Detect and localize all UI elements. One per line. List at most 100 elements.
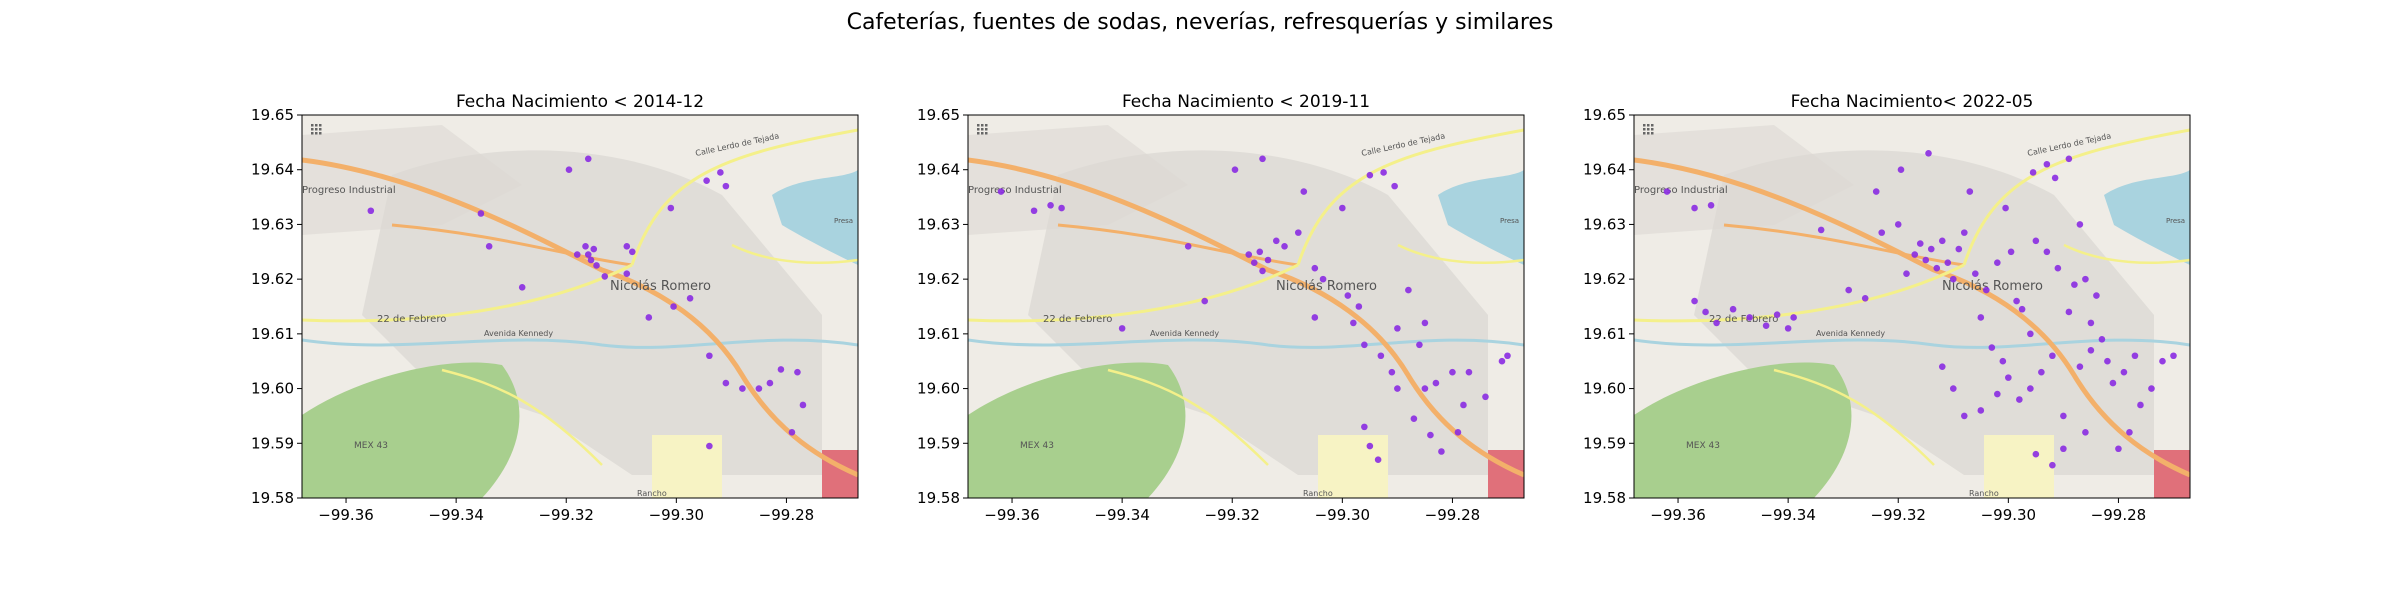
data-point <box>2082 429 2089 436</box>
data-point <box>2093 292 2100 299</box>
label-nicolas-romero: Nicolás Romero <box>610 279 711 294</box>
data-point <box>2131 352 2139 360</box>
data-point <box>2060 412 2067 420</box>
x-tick-label: −99.36 <box>1650 506 1706 524</box>
label-rancho: Rancho <box>1303 489 1333 498</box>
axes-frame <box>967 114 1525 499</box>
x-tick-label: −99.34 <box>1094 506 1150 524</box>
data-point <box>1977 314 1985 321</box>
data-point <box>587 256 595 264</box>
data-point <box>1872 188 1880 195</box>
data-point <box>582 243 589 250</box>
y-tick-label: 19.58 <box>917 489 960 507</box>
data-point <box>1281 243 1288 250</box>
data-point <box>1350 319 1357 327</box>
highway <box>968 157 1524 478</box>
data-point <box>1311 314 1319 321</box>
data-point <box>2038 368 2045 376</box>
x-tick-label: −99.36 <box>318 506 374 524</box>
data-point <box>1911 251 1919 258</box>
data-point <box>1938 363 1946 370</box>
y-tick-label: 19.63 <box>251 215 294 233</box>
urban-area <box>1694 150 2154 475</box>
x-tick-label: −99.28 <box>759 506 815 524</box>
label-presa: Presa <box>1500 217 1519 225</box>
label-progreso: Progreso Industrial <box>1634 185 1728 196</box>
data-point <box>1118 325 1126 332</box>
data-point <box>1432 379 1440 387</box>
data-point <box>2076 363 2084 370</box>
label-rancho: Rancho <box>1969 489 1999 498</box>
y-tick-label: 19.65 <box>1583 106 1626 124</box>
label-progreso: Progreso Industrial <box>302 185 396 196</box>
data-point <box>777 366 785 373</box>
data-point <box>1344 292 1352 299</box>
data-point <box>1361 423 1368 431</box>
data-point <box>2013 297 2020 305</box>
data-point <box>1250 259 1258 267</box>
urban-area <box>362 150 822 475</box>
data-point <box>1438 448 1445 455</box>
open-area <box>1318 435 1388 498</box>
data-point <box>2018 305 2026 313</box>
data-point <box>722 182 730 190</box>
data-point <box>1713 319 1720 327</box>
urban-area <box>1028 150 1488 475</box>
data-point <box>2076 221 2084 228</box>
y-tick-label: 19.64 <box>251 161 294 179</box>
road-east <box>731 243 858 265</box>
panel-1-title: Fecha Nacimiento < 2014-12 <box>455 92 705 112</box>
data-point <box>1410 415 1418 422</box>
data-point <box>2115 445 2122 453</box>
x-tick-label: −99.32 <box>1204 506 1260 524</box>
data-point <box>1949 275 1957 283</box>
data-point <box>2109 379 2117 387</box>
data-point <box>1366 171 1374 179</box>
y-tick-label: 19.65 <box>251 106 294 124</box>
y-tick-label: 19.61 <box>1583 325 1626 343</box>
data-point <box>1897 166 1905 174</box>
y-tick-label: 19.63 <box>917 215 960 233</box>
y-tick-label: 19.60 <box>1583 380 1626 398</box>
y-tick-label: 19.64 <box>1583 161 1626 179</box>
data-point <box>667 204 675 212</box>
data-point <box>593 262 600 269</box>
data-point <box>703 177 710 184</box>
data-point <box>1201 297 1209 305</box>
x-tick-label: −99.30 <box>1315 506 1371 524</box>
data-point <box>1259 155 1266 163</box>
data-point <box>2137 401 2144 409</box>
y-tick-label: 19.60 <box>251 380 294 398</box>
panel-2-title: Fecha Nacimiento < 2019-11 <box>1121 92 1371 112</box>
basemap: Progreso Industrial Nicolás Romero 22 de F… <box>302 115 858 498</box>
data-point <box>2104 357 2111 365</box>
data-point <box>2027 385 2034 392</box>
data-point <box>2032 450 2040 458</box>
data-point <box>2060 445 2067 453</box>
data-point <box>1259 267 1266 275</box>
scatter-points <box>1663 150 2177 469</box>
data-point <box>2054 264 2062 272</box>
data-point <box>1361 341 1368 349</box>
road-south <box>1773 368 1935 466</box>
data-point <box>573 251 581 258</box>
scatter-points <box>997 155 1511 464</box>
label-presa: Presa <box>834 217 853 225</box>
y-tick-label: 19.59 <box>1583 434 1626 452</box>
x-tick-label: −99.34 <box>1760 506 1816 524</box>
label-avenida: Avenida Kennedy <box>1816 329 1885 338</box>
reservoir <box>2104 170 2190 265</box>
data-point <box>1311 264 1319 272</box>
label-avenida: Avenida Kennedy <box>484 329 553 338</box>
data-point <box>1994 390 2001 398</box>
data-point <box>2027 330 2034 338</box>
road-west <box>1634 263 1965 323</box>
data-point <box>1938 237 1946 245</box>
data-point <box>1762 322 1770 329</box>
data-point <box>2170 352 2177 360</box>
y-tick-label: 19.62 <box>251 270 294 288</box>
data-point <box>755 385 763 392</box>
data-point <box>1454 429 1462 436</box>
data-point <box>2071 281 2078 288</box>
data-point <box>1944 259 1952 267</box>
